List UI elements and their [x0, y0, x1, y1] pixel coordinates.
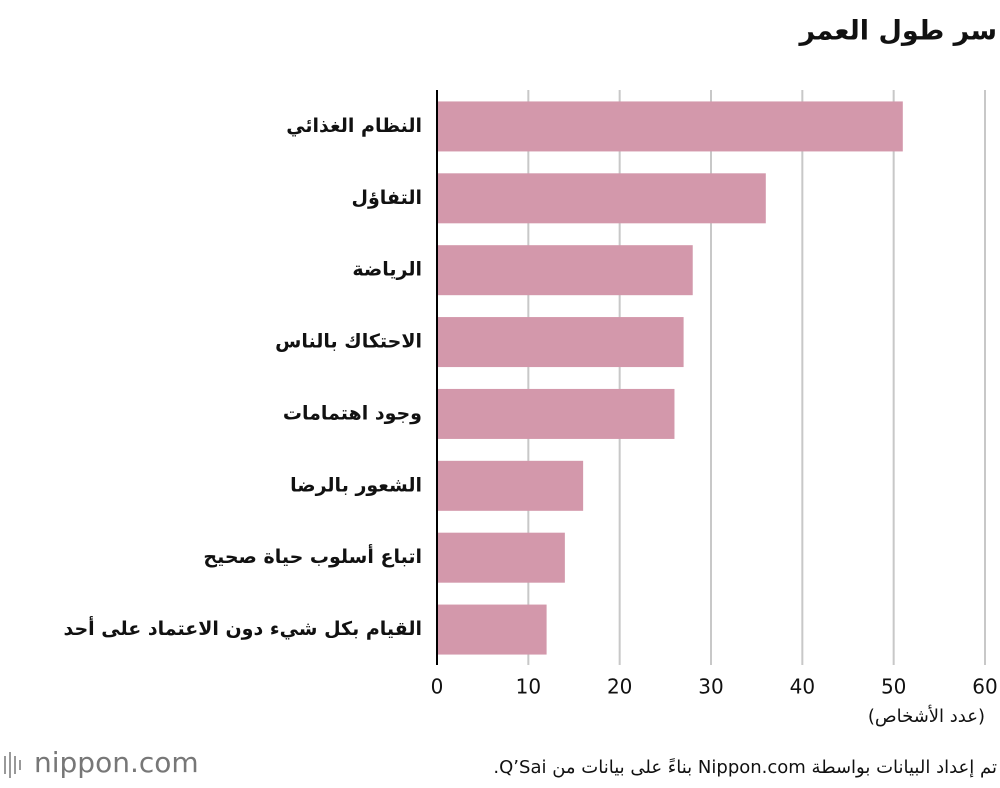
bar — [437, 388, 675, 439]
bar — [437, 604, 547, 655]
y-tick-label: القيام بكل شيء دون الاعتماد على أحد — [63, 616, 422, 640]
source: تم إعداد البيانات بواسطة Nippon.com بناء… — [493, 757, 997, 778]
bar — [437, 460, 584, 511]
y-tick-label: النظام الغذائي — [286, 115, 422, 137]
logo: nippon.com — [34, 746, 199, 779]
x-tick-label: 10 — [516, 675, 541, 699]
bar — [437, 532, 565, 583]
x-tick-label: 20 — [607, 675, 632, 699]
bar — [437, 245, 693, 296]
chart-title: سر طول العمر — [798, 16, 997, 47]
bar — [437, 173, 766, 224]
y-tick-label: اتباع أسلوب حياة صحيح — [203, 544, 422, 568]
y-tick-label: الشعور بالرضا — [290, 474, 422, 496]
x-tick-label: 30 — [698, 675, 723, 699]
y-tick-label: وجود اهتمامات — [283, 402, 422, 424]
y-tick-label: الاحتكاك بالناس — [275, 331, 422, 353]
x-tick-label: 0 — [431, 675, 444, 699]
bar — [437, 101, 903, 152]
y-tick-label: التفاؤل — [351, 187, 422, 209]
x-tick-label: 40 — [790, 675, 815, 699]
y-tick-label: الرياضة — [352, 259, 422, 281]
logo-icon — [4, 752, 21, 778]
x-axis-label: (عدد الأشخاص) — [868, 705, 985, 727]
x-tick-label: 60 — [972, 675, 997, 699]
bar — [437, 317, 684, 368]
x-tick-label: 50 — [881, 675, 906, 699]
